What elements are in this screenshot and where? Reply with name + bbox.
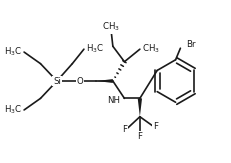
Text: Si: Si bbox=[53, 76, 61, 86]
Text: F: F bbox=[122, 125, 127, 134]
Text: CH$_3$: CH$_3$ bbox=[102, 21, 120, 33]
Text: NH: NH bbox=[108, 96, 121, 105]
Polygon shape bbox=[138, 98, 142, 117]
Text: H$_3$C: H$_3$C bbox=[4, 46, 22, 58]
Text: Br: Br bbox=[186, 40, 196, 49]
Text: H$_3$C: H$_3$C bbox=[4, 104, 22, 116]
Text: H$_3$C: H$_3$C bbox=[86, 43, 104, 55]
Polygon shape bbox=[97, 79, 113, 83]
Text: O: O bbox=[77, 76, 83, 86]
Text: CH$_3$: CH$_3$ bbox=[142, 43, 160, 55]
Text: F: F bbox=[137, 132, 142, 141]
Text: F: F bbox=[153, 122, 158, 131]
